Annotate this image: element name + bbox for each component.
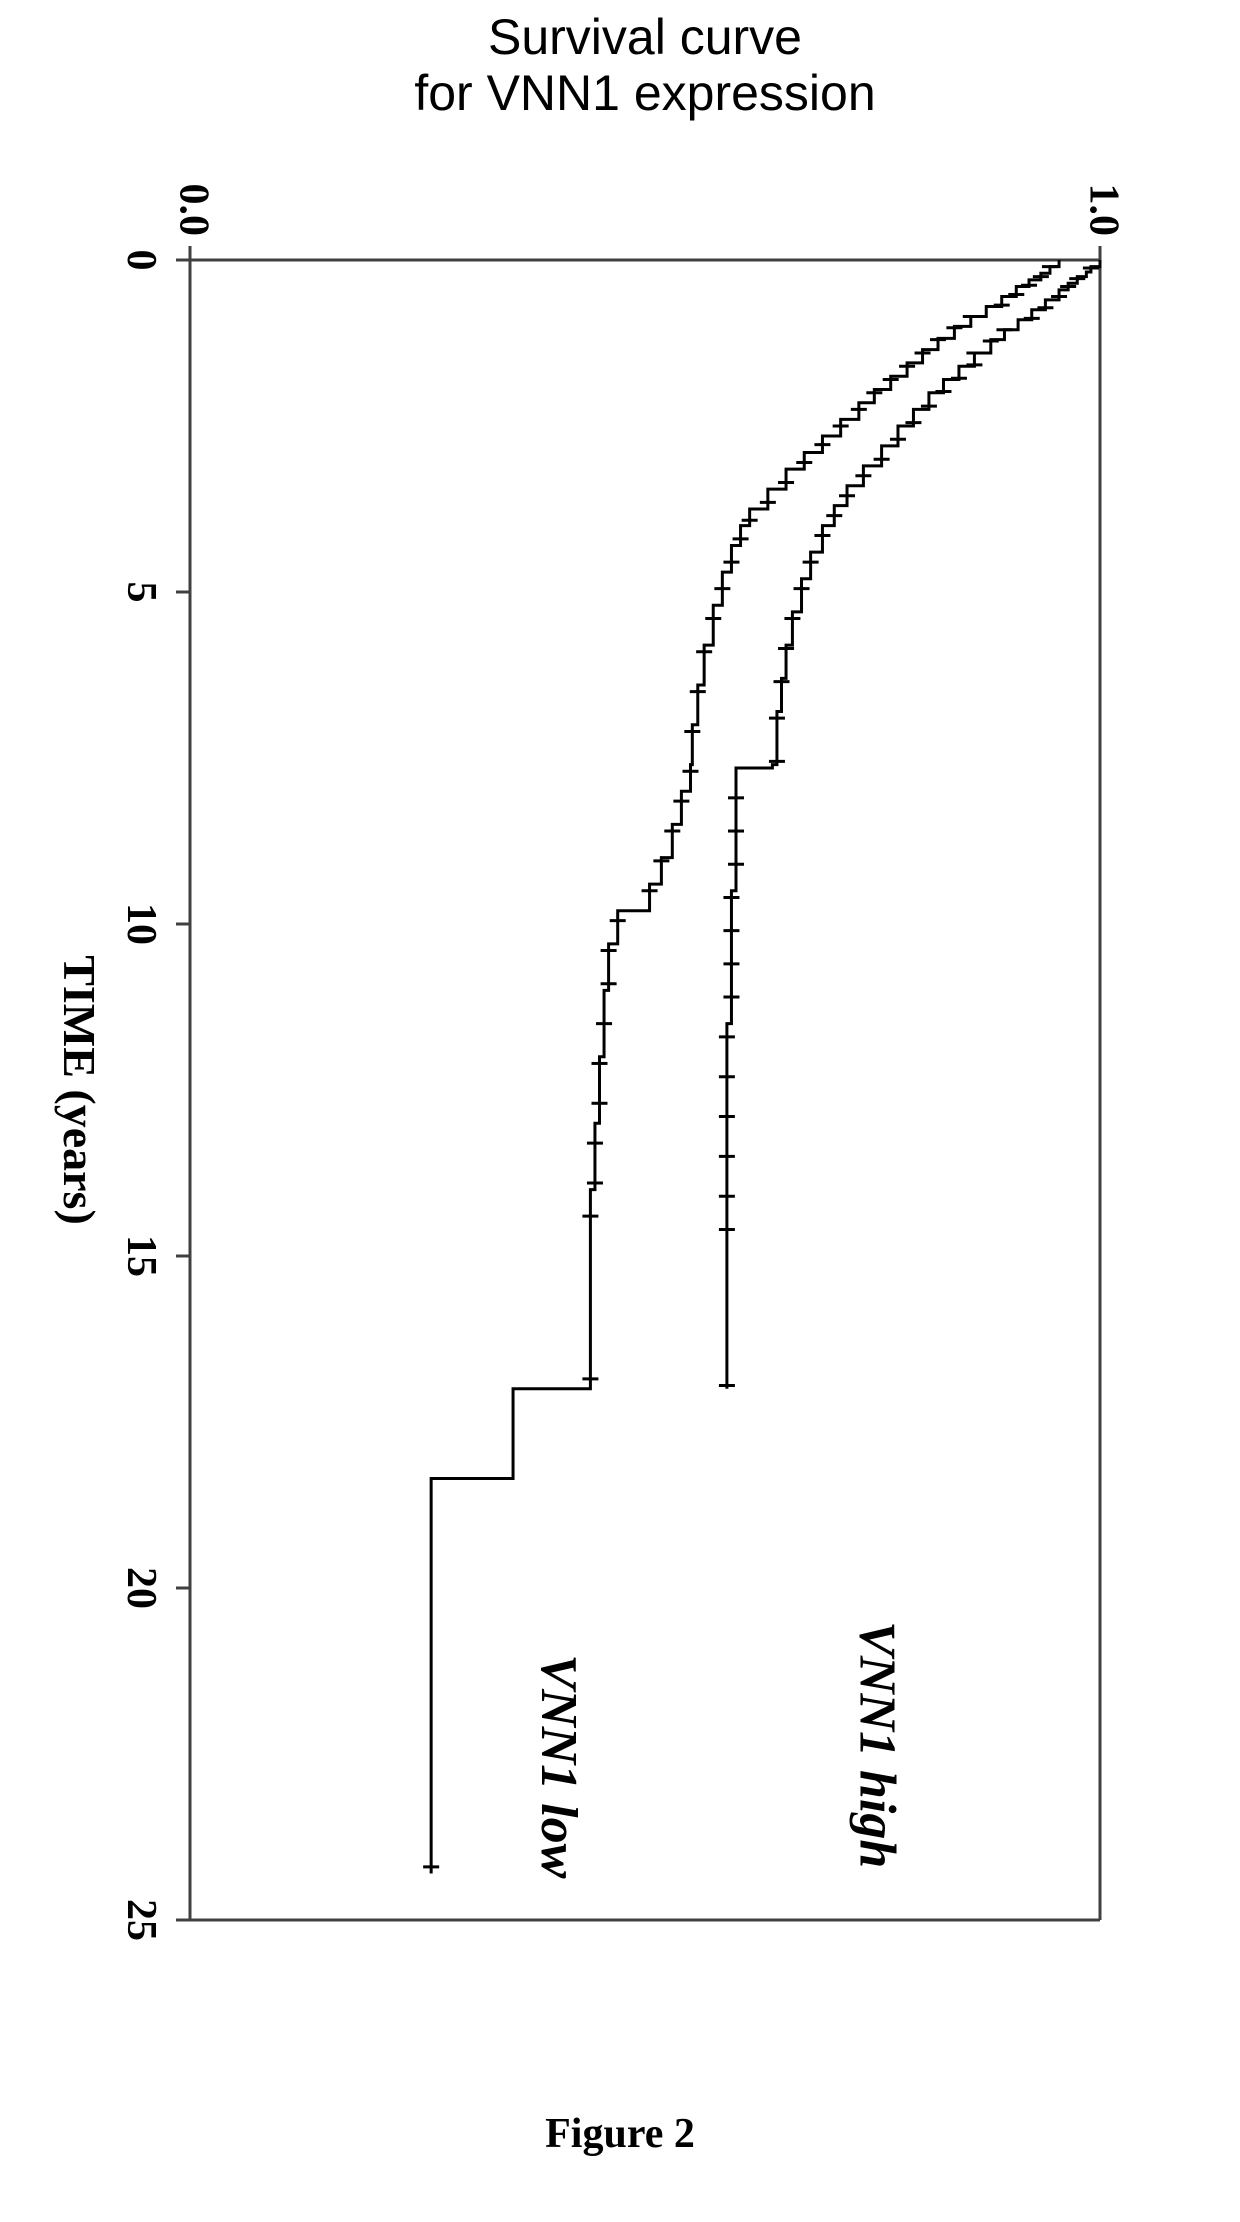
svg-text:20: 20 <box>118 1567 164 1609</box>
svg-text:5: 5 <box>118 582 164 603</box>
series-vnn1-high <box>727 260 1100 1389</box>
svg-text:25: 25 <box>118 1899 164 1941</box>
svg-text:VNN1 high: VNN1 high <box>849 1621 906 1868</box>
svg-text:for VNN1 expression: for VNN1 expression <box>414 65 875 121</box>
survival-chart: 0 5 10 15 20 25 0.0 1.0 TIME (years) Survival cur… <box>0 0 1240 2222</box>
svg-text:0: 0 <box>118 250 164 271</box>
svg-text:15: 15 <box>118 1235 164 1277</box>
svg-text:10: 10 <box>118 903 164 945</box>
svg-text:1.0: 1.0 <box>1080 184 1126 237</box>
svg-text:Survival curve: Survival curve <box>488 9 802 65</box>
figure-container: 0 5 10 15 20 25 0.0 1.0 TIME (years) Survival cur… <box>0 0 1240 2222</box>
svg-text:0.0: 0.0 <box>170 184 216 237</box>
series-vnn1-low <box>431 260 1059 1874</box>
figure-caption: Figure 2 <box>0 2110 1240 2158</box>
svg-text:TIME (years): TIME (years) <box>54 955 105 1225</box>
svg-text:VNN1 low: VNN1 low <box>530 1654 587 1878</box>
